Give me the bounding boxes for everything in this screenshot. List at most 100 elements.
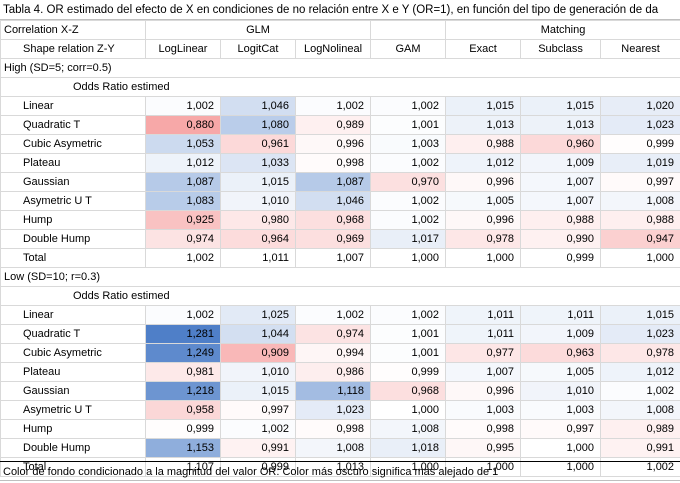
col-header-loglinear: LogLinear xyxy=(145,39,221,59)
or-value-cell: 1,083 xyxy=(145,191,221,211)
or-value-cell: 1,002 xyxy=(370,96,447,116)
or-value-cell: 0,994 xyxy=(294,343,372,363)
or-value-cell: 0,880 xyxy=(145,115,221,135)
correlation-header-label: Correlation X-Z xyxy=(0,20,146,40)
table-row: Plateau 1,012 1,033 0,998 1,002 1,012 1,009 1,0… xyxy=(0,153,680,173)
or-value-cell: 0,977 xyxy=(445,343,522,363)
or-value-cell: 0,996 xyxy=(445,172,522,192)
row-label: Linear xyxy=(0,96,146,116)
or-value-cell: 1,015 xyxy=(445,96,522,116)
or-value-cell: 0,981 xyxy=(145,362,221,382)
or-value-cell: 1,001 xyxy=(370,324,447,344)
or-value-cell: 0,978 xyxy=(600,343,680,363)
or-value-cell: 1,010 xyxy=(520,381,602,401)
or-value-cell: 1,002 xyxy=(370,210,447,230)
row-label: Plateau xyxy=(0,153,146,173)
table-row: Cubic Asymetric 1,249 0,909 0,994 1,001 0,977… xyxy=(0,343,680,363)
or-value-cell: 1,002 xyxy=(370,305,447,325)
or-value-cell: 1,007 xyxy=(520,191,602,211)
or-value-cell: 1,046 xyxy=(294,191,372,211)
total-value-cell: 1,002 xyxy=(600,457,680,477)
or-value-cell: 1,009 xyxy=(520,153,602,173)
or-value-cell: 1,281 xyxy=(145,324,221,344)
table-row: Cubic Asymetric 1,053 0,961 0,996 1,003 0,988… xyxy=(0,134,680,154)
row-label: Quadratic T xyxy=(0,324,146,344)
table-row: Plateau 0,981 1,010 0,986 0,999 1,007 1,005 1,0… xyxy=(0,362,680,382)
or-value-cell: 0,999 xyxy=(370,362,447,382)
col-header-gam: GAM xyxy=(370,39,447,59)
total-value-cell: 1,007 xyxy=(294,248,372,268)
total-value-cell: 1,000 xyxy=(370,457,447,477)
or-value-cell: 1,015 xyxy=(220,172,296,192)
total-value-cell: 0,999 xyxy=(220,457,296,477)
or-value-cell: 0,958 xyxy=(145,400,221,420)
total-value-cell: 1,000 xyxy=(370,248,447,268)
row-label: Quadratic T xyxy=(0,115,146,135)
or-value-cell: 1,017 xyxy=(370,229,447,249)
or-value-cell: 1,020 xyxy=(600,96,680,116)
or-value-cell: 1,008 xyxy=(294,438,372,458)
or-value-cell: 0,998 xyxy=(294,419,372,439)
or-value-cell: 0,968 xyxy=(370,381,447,401)
or-value-cell: 1,025 xyxy=(220,305,296,325)
total-label: Total xyxy=(0,248,146,268)
row-label: Linear xyxy=(0,305,146,325)
col-header-subclass: Subclass xyxy=(520,39,602,59)
or-value-cell: 0,996 xyxy=(445,210,522,230)
or-value-cell: 1,002 xyxy=(294,305,372,325)
or-value-cell: 1,046 xyxy=(220,96,296,116)
or-value-cell: 1,008 xyxy=(600,400,680,420)
or-value-cell: 1,023 xyxy=(600,115,680,135)
or-value-cell: 0,990 xyxy=(520,229,602,249)
total-row: Total 1,002 1,011 1,007 1,000 1,000 0,999 1,000 xyxy=(0,248,680,268)
total-value-cell: 0,999 xyxy=(520,248,602,268)
or-value-cell: 1,005 xyxy=(520,362,602,382)
or-value-cell: 1,003 xyxy=(520,400,602,420)
or-value-cell: 1,002 xyxy=(600,381,680,401)
or-value-cell: 1,118 xyxy=(294,381,372,401)
table-footnote: Color de fondo condicionado a la magnitu… xyxy=(0,461,680,481)
shape-header-label: Shape relation Z-Y xyxy=(0,39,146,59)
or-value-cell: 0,999 xyxy=(600,134,680,154)
or-value-cell: 0,989 xyxy=(600,419,680,439)
or-value-cell: 0,996 xyxy=(445,381,522,401)
col-header-nearest: Nearest xyxy=(600,39,680,59)
total-value-cell: 1,000 xyxy=(445,457,522,477)
table-row: Asymetric U T 0,958 0,997 1,023 1,000 1,003 1,… xyxy=(0,400,680,420)
or-value-cell: 1,019 xyxy=(600,153,680,173)
row-label: Plateau xyxy=(0,362,146,382)
or-value-cell: 0,960 xyxy=(520,134,602,154)
row-label: Hump xyxy=(0,210,146,230)
or-value-cell: 1,053 xyxy=(145,134,221,154)
table-row: Quadratic T 0,880 1,080 0,989 1,001 1,013 1,01… xyxy=(0,115,680,135)
or-value-cell: 1,023 xyxy=(600,324,680,344)
or-value-cell: 1,012 xyxy=(445,153,522,173)
or-value-cell: 0,909 xyxy=(220,343,296,363)
row-label: Double Hump xyxy=(0,229,146,249)
or-value-cell: 1,087 xyxy=(145,172,221,192)
or-value-cell: 0,991 xyxy=(600,438,680,458)
or-value-cell: 0,974 xyxy=(294,324,372,344)
table-row: Linear 1,002 1,025 1,002 1,002 1,011 1,011 1,01… xyxy=(0,305,680,325)
or-value-cell: 0,991 xyxy=(220,438,296,458)
gam-group-blank xyxy=(370,20,447,40)
or-value-cell: 1,002 xyxy=(370,191,447,211)
or-value-cell: 1,015 xyxy=(520,96,602,116)
total-label: Total xyxy=(0,457,146,477)
or-value-cell: 0,988 xyxy=(520,210,602,230)
table-row: Double Hump 0,974 0,964 0,969 1,017 0,978 0,99… xyxy=(0,229,680,249)
or-value-cell: 0,947 xyxy=(600,229,680,249)
or-value-cell: 1,013 xyxy=(520,115,602,135)
or-value-cell: 1,007 xyxy=(520,172,602,192)
or-value-cell: 1,001 xyxy=(370,115,447,135)
total-value-cell: 1,000 xyxy=(520,457,602,477)
or-value-cell: 0,988 xyxy=(445,134,522,154)
or-value-cell: 1,010 xyxy=(220,362,296,382)
or-value-cell: 0,963 xyxy=(520,343,602,363)
total-value-cell: 1,011 xyxy=(220,248,296,268)
or-value-cell: 1,007 xyxy=(445,362,522,382)
total-row: Total 1,107 0,999 1,013 1,000 1,000 1,000 1,002 xyxy=(0,457,680,477)
or-value-cell: 0,997 xyxy=(520,419,602,439)
table-row: Quadratic T 1,281 1,044 0,974 1,001 1,011 1,00… xyxy=(0,324,680,344)
